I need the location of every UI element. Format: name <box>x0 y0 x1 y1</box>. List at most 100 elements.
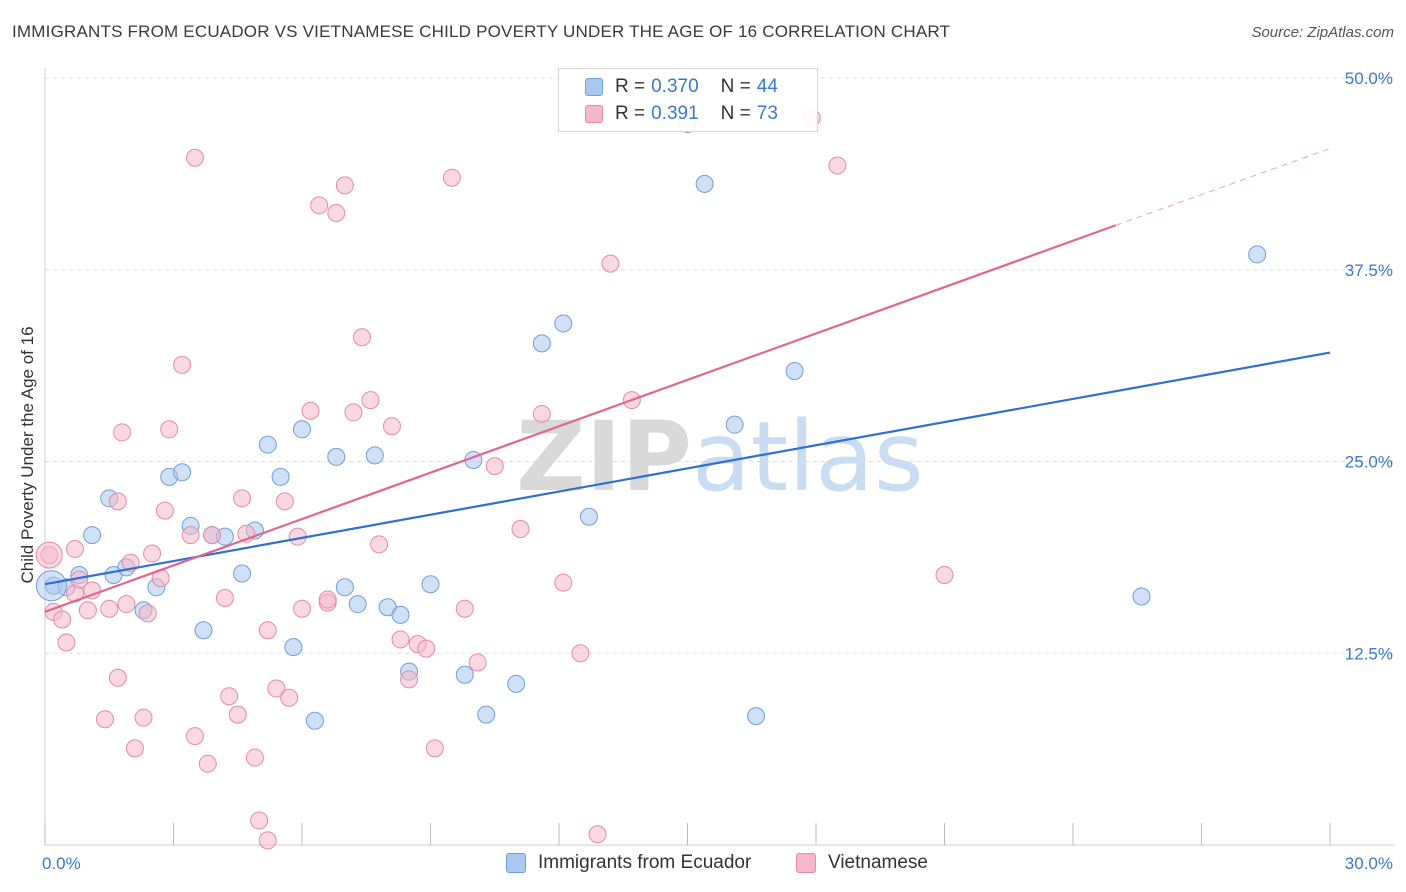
point-vietnamese <box>215 589 234 608</box>
point-vietnamese <box>455 599 474 618</box>
legend-r-value: 0.391 <box>651 103 699 124</box>
point-vietnamese <box>301 401 320 420</box>
trendline-vietnamese-extrapolated <box>1115 148 1331 226</box>
point-vietnamese <box>185 727 204 746</box>
watermark-layer: ZIPatlas <box>516 401 924 513</box>
point-vietnamese <box>160 420 179 439</box>
point-vietnamese <box>78 601 97 620</box>
point-ecuador <box>532 334 551 353</box>
point-vietnamese <box>245 748 264 767</box>
legend-n-label: N = <box>720 103 751 124</box>
point-ecuador <box>785 361 804 380</box>
legend-row-vietnamese: R = 0.391 N = 73 <box>585 102 800 126</box>
point-ecuador <box>554 314 573 333</box>
point-vietnamese <box>511 519 530 538</box>
point-vietnamese <box>173 355 192 374</box>
point-ecuador <box>83 526 102 545</box>
point-vietnamese <box>220 687 239 706</box>
y-tick-label: 37.5% <box>1345 261 1393 280</box>
point-ecuador <box>233 564 252 583</box>
legend-n-value: 44 <box>756 76 778 97</box>
point-vietnamese <box>181 526 200 545</box>
point-vietnamese <box>352 328 371 347</box>
point-ecuador <box>1132 587 1151 606</box>
point-vietnamese <box>198 754 217 773</box>
point-vietnamese <box>95 710 114 729</box>
point-ecuador <box>335 578 354 597</box>
point-vietnamese <box>100 599 119 618</box>
point-vietnamese <box>571 644 590 663</box>
watermark: ZIPatlas <box>516 401 924 513</box>
point-vietnamese <box>468 653 487 672</box>
point-vietnamese <box>318 590 337 609</box>
point-vietnamese <box>117 595 136 614</box>
point-vietnamese <box>143 544 162 563</box>
points-vietnamese <box>35 108 954 850</box>
trendline-ecuador <box>44 351 1331 586</box>
point-vietnamese <box>258 621 277 640</box>
point-vietnamese <box>203 526 222 545</box>
points-ecuador <box>35 115 1267 730</box>
point-ecuador <box>477 705 496 724</box>
legend-swatch-ecuador <box>506 853 526 873</box>
point-vietnamese <box>267 679 286 698</box>
point-vietnamese <box>400 670 419 689</box>
x-tick-label: 30.0% <box>1345 854 1393 873</box>
correlation-legend: R = 0.370 N = 44 R = 0.391 N = 73 <box>558 68 818 132</box>
point-ecuador <box>293 420 311 439</box>
point-ecuador <box>194 621 213 640</box>
point-vietnamese <box>185 148 204 167</box>
point-ecuador <box>391 605 410 624</box>
point-ecuador-cluster <box>35 570 67 602</box>
point-vietnamese <box>258 831 277 850</box>
point-ecuador <box>173 463 192 482</box>
source-label: Source: ZipAtlas.com <box>1251 24 1394 41</box>
legend-n-label: N = <box>720 76 751 97</box>
point-vietnamese <box>601 254 620 273</box>
chart-title: IMMIGRANTS FROM ECUADOR VS VIETNAMESE CH… <box>12 22 951 41</box>
label-layer: 12.5% 25.0% 37.5% 50.0% 0.0% 30.0% Child Pover… <box>18 69 1393 873</box>
point-ecuador <box>348 595 367 614</box>
legend-label-ecuador: Immigrants from Ecuador <box>538 852 752 873</box>
point-ecuador <box>695 174 714 193</box>
legend-r-label: R = <box>615 76 646 97</box>
y-axis-label: Child Poverty Under the Age of 16 <box>18 326 37 583</box>
point-vietnamese <box>134 708 153 727</box>
point-vietnamese <box>361 391 380 410</box>
point-vietnamese <box>391 630 410 649</box>
point-ecuador <box>421 575 440 594</box>
point-vietnamese <box>327 203 346 222</box>
point-vietnamese <box>485 457 504 476</box>
point-vietnamese <box>425 739 444 758</box>
trend-layer <box>44 148 1331 613</box>
point-vietnamese <box>233 489 252 508</box>
point-vietnamese <box>280 688 299 707</box>
point-ecuador <box>305 711 324 730</box>
point-vietnamese <box>275 492 294 511</box>
y-tick-label: 50.0% <box>1345 69 1393 88</box>
x-tick-label: 0.0% <box>42 854 81 873</box>
point-vietnamese <box>335 176 354 195</box>
point-ecuador <box>507 674 526 693</box>
bottom-legend-vietnamese[interactable]: Vietnamese <box>796 852 928 874</box>
point-vietnamese <box>588 825 607 844</box>
point-vietnamese <box>532 404 551 423</box>
point-vietnamese <box>228 705 247 724</box>
point-ecuador <box>747 707 766 726</box>
point-vietnamese <box>65 539 84 558</box>
y-tick-label: 12.5% <box>1345 644 1393 663</box>
legend-label-vietnamese: Vietnamese <box>828 852 928 873</box>
point-vietnamese <box>113 423 132 442</box>
y-tick-label: 25.0% <box>1345 453 1393 472</box>
point-vietnamese <box>382 417 401 436</box>
point-vietnamese <box>138 604 157 623</box>
point-vietnamese <box>554 573 573 592</box>
point-vietnamese <box>108 668 127 687</box>
point-vietnamese <box>108 492 127 511</box>
legend-swatch-ecuador <box>585 78 603 96</box>
point-vietnamese <box>442 168 461 187</box>
point-vietnamese <box>250 811 269 830</box>
point-vietnamese <box>310 196 329 215</box>
bottom-legend-ecuador[interactable]: Immigrants from Ecuador <box>506 852 751 874</box>
